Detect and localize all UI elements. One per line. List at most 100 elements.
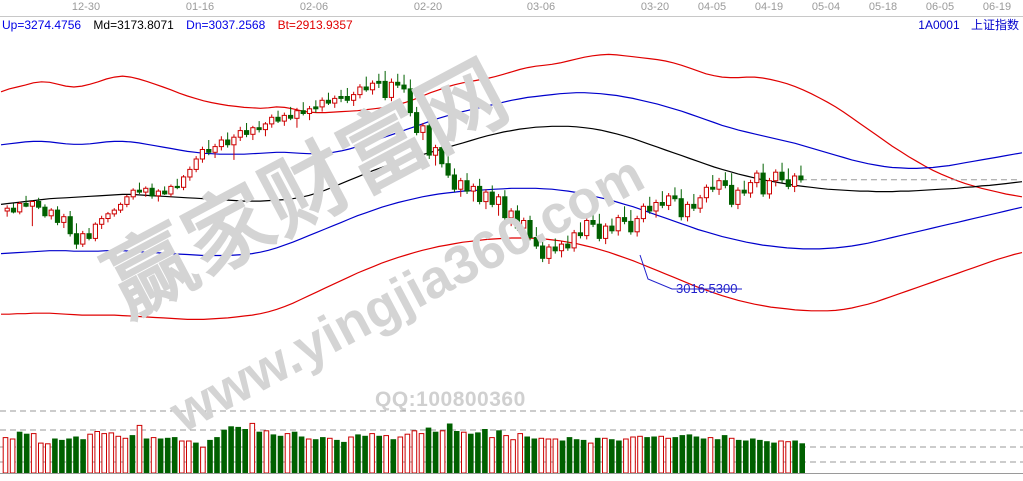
candle-body [691, 203, 697, 209]
volume-bar [305, 438, 312, 474]
candle-body [729, 184, 735, 205]
candle-body [61, 216, 67, 223]
candle-body [218, 139, 225, 148]
candle-body [684, 203, 691, 218]
volume-bar [446, 423, 453, 474]
candle-body [332, 97, 338, 104]
volume-bar [651, 436, 657, 474]
date-axis: 12-30 01-16 02-06 02-20 03-06 03-20 04-05 04-19… [0, 0, 1023, 17]
volume-bar [630, 436, 636, 474]
volume-bar [115, 435, 122, 474]
candle-body [489, 191, 495, 205]
candle-body [313, 106, 319, 110]
candle-body [168, 185, 174, 195]
volume-bar [298, 436, 305, 474]
volume-bar [45, 443, 51, 474]
volume-bar [623, 438, 629, 474]
volume-bar [559, 440, 566, 474]
volume-bar [602, 437, 608, 474]
candle-body [369, 82, 376, 91]
candle-body [766, 180, 772, 195]
candle-body [275, 116, 281, 122]
volume-bar [369, 433, 375, 474]
candle-body [432, 147, 439, 156]
volume-bar [291, 431, 298, 474]
annotation-leader [639, 254, 742, 290]
volume-bar [778, 440, 784, 474]
volume-bar [594, 437, 601, 474]
volume-bar [9, 438, 16, 474]
candle-body [29, 201, 35, 207]
candle-body [92, 223, 99, 239]
date-tick: 03-20 [640, 1, 670, 13]
volume-bar [150, 437, 157, 474]
candle-body [250, 127, 256, 135]
candle-body [458, 180, 464, 190]
candle-body [754, 172, 760, 184]
indicator-header: Up=3274.4756 Md=3173.8071 Dn=3037.2568 B… [2, 18, 362, 32]
band-line-bt [1, 237, 1023, 320]
volume-bar [122, 437, 129, 474]
volume-bar [193, 442, 199, 474]
candle-body [225, 139, 231, 146]
volume-bar [616, 440, 622, 474]
volume-bar [207, 439, 213, 474]
candle-body [464, 180, 470, 192]
volume-bar [728, 437, 735, 474]
candle-body [710, 186, 716, 190]
volume-bar [179, 440, 185, 474]
volume-bar [573, 439, 580, 474]
candle-body [388, 81, 394, 98]
candle-body [798, 175, 804, 181]
candle-body [703, 186, 709, 199]
candle-body [80, 233, 86, 245]
volume-bar [686, 434, 693, 474]
candle-body [584, 220, 590, 237]
candle-body [118, 203, 124, 211]
volume-bar [101, 433, 108, 474]
candle-body [792, 175, 798, 187]
volume-bar [52, 438, 58, 474]
date-tick: 06-05 [925, 1, 955, 13]
candle-body [294, 110, 300, 119]
candle-body [596, 223, 602, 239]
volume-bar [517, 433, 524, 474]
candle-body [244, 130, 250, 135]
candle-body [773, 171, 779, 182]
candle-body [149, 187, 155, 197]
volume-bar [66, 438, 72, 474]
volume-bar [87, 433, 93, 474]
volume-bar [348, 436, 354, 474]
candle-body [666, 195, 672, 206]
candle-body [540, 245, 546, 259]
date-tick: 04-19 [754, 1, 784, 13]
candle-body [565, 243, 571, 249]
candle-body [426, 125, 432, 156]
candle-body [300, 110, 306, 114]
candle-body [621, 217, 628, 222]
volume-bar [404, 433, 411, 474]
volume-bar [496, 430, 502, 474]
volume-bar [750, 438, 756, 474]
volume-bar [693, 436, 700, 474]
candle-body [747, 182, 754, 194]
candle-body [741, 189, 747, 194]
volume-bar [228, 426, 234, 474]
volume-bar [362, 435, 368, 474]
candle-body [451, 174, 457, 190]
candlestick-series [4, 70, 804, 264]
candle-body [344, 96, 350, 101]
candle-body [174, 185, 180, 189]
candle-body [697, 197, 703, 209]
volume-bar [157, 438, 164, 474]
candle-body [111, 209, 117, 215]
volume-bar [757, 439, 763, 474]
volume-bar [510, 439, 516, 474]
volume-bar [566, 437, 573, 474]
candle-body [357, 86, 363, 96]
candle-body [306, 108, 313, 115]
price-annotation: 3016.5300 [639, 254, 742, 296]
date-tick: 04-05 [697, 1, 727, 13]
volume-series [2, 422, 806, 474]
candle-body [779, 171, 785, 181]
